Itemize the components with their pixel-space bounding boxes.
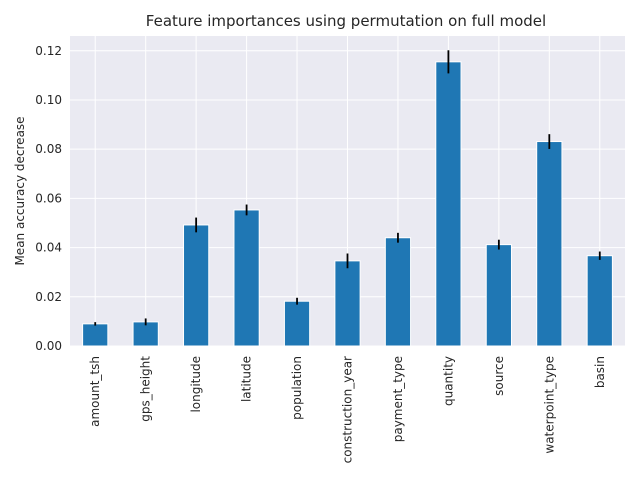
x-tick-label: payment_type bbox=[391, 356, 405, 442]
x-tick-label: quantity bbox=[441, 356, 455, 406]
x-tick-label: gps_height bbox=[139, 356, 153, 422]
bar-gps_height bbox=[132, 321, 159, 347]
y-tick-label: 0.00 bbox=[35, 339, 62, 353]
x-tick-label: latitude bbox=[240, 356, 254, 402]
bar-basin bbox=[586, 255, 613, 347]
chart-title: Feature importances using permutation on… bbox=[146, 12, 546, 30]
bar-source bbox=[485, 244, 512, 347]
x-tick-label: waterpoint_type bbox=[542, 356, 556, 454]
x-tick-label: construction_year bbox=[341, 356, 355, 463]
error-bars bbox=[94, 50, 601, 326]
x-tick-label: population bbox=[290, 356, 304, 420]
x-tick-label: longitude bbox=[189, 356, 203, 413]
y-tick-label: 0.06 bbox=[35, 191, 62, 205]
bar-latitude bbox=[233, 209, 260, 347]
bar-amount_tsh bbox=[82, 323, 109, 347]
y-tick-label: 0.04 bbox=[35, 241, 62, 255]
y-tick-label: 0.12 bbox=[35, 44, 62, 58]
y-tick-label: 0.02 bbox=[35, 290, 62, 304]
y-tick-labels: 0.00 0.02 0.04 0.06 0.08 0.10 0.12 bbox=[35, 44, 62, 353]
bar-waterpoint_type bbox=[536, 141, 563, 347]
bar-population bbox=[283, 300, 311, 347]
bar-longitude bbox=[183, 224, 210, 347]
x-tick-label: basin bbox=[593, 356, 607, 388]
y-tick-label: 0.10 bbox=[35, 93, 62, 107]
bar-quantity bbox=[435, 61, 462, 347]
y-tick-label: 0.08 bbox=[35, 142, 62, 156]
x-tick-labels: amount_tsh gps_height longitude latitude pop… bbox=[88, 356, 607, 464]
x-tick-label: source bbox=[492, 356, 506, 396]
y-axis-label: Mean accuracy decrease bbox=[13, 116, 27, 265]
bars bbox=[82, 61, 613, 347]
bar-payment_type bbox=[384, 237, 412, 347]
bar-construction_year bbox=[334, 260, 361, 347]
x-tick-label: amount_tsh bbox=[88, 356, 102, 427]
